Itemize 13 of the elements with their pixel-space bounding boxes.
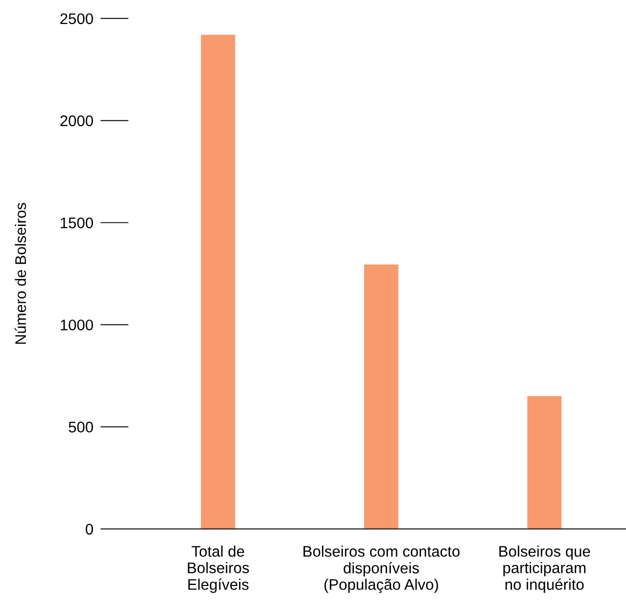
y-tick-label: 1500 (60, 218, 94, 228)
x-tick-label: Total de Bolseiros Elegíveis (188, 546, 249, 593)
bar (200, 34, 236, 529)
y-tick-label: 2500 (60, 13, 94, 24)
y-tick-label: 0 (86, 524, 94, 535)
y-tick-label: 500 (68, 422, 94, 432)
y-tick-label: 1000 (60, 320, 94, 330)
x-tick-label: Bolseiros que participaram no inquérito (499, 546, 590, 593)
y-tick-label: 2000 (60, 115, 94, 126)
x-tick-label: Bolseiros com contacto disponíveis (População Alvo) (304, 546, 460, 593)
bar (527, 396, 562, 529)
y-axis-title: Número de Bolseiros (14, 202, 26, 344)
bar (364, 264, 398, 529)
